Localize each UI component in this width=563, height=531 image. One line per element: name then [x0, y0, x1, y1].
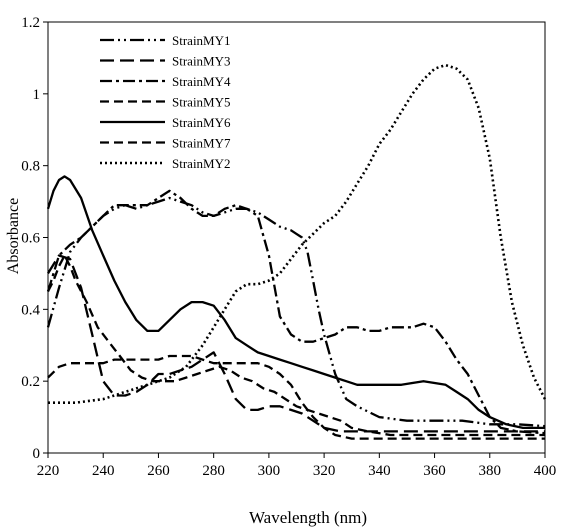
x-tick-label: 400 — [534, 463, 557, 479]
legend: StrainMY1 StrainMY3 StrainMY4 StrainMY5 Stra… — [100, 33, 231, 171]
axes: 220 240 260 280 300 320 340 360 380 400 0 0.2 0.4 0.6… — [21, 15, 556, 479]
legend-label: StrainMY1 — [172, 33, 231, 48]
legend-label: StrainMY7 — [172, 136, 231, 151]
x-tick-label: 260 — [147, 463, 170, 479]
x-tick-label: 340 — [368, 463, 391, 479]
series-line-strainmy4 — [46, 189, 546, 435]
series-line-strainmy7 — [46, 254, 545, 437]
x-tick-label: 220 — [37, 463, 60, 479]
y-tick-label: 1 — [33, 87, 41, 103]
x-tick-label: 300 — [258, 463, 281, 479]
x-tick-label: 280 — [202, 463, 225, 479]
y-tick-label: 0.2 — [21, 374, 40, 390]
legend-label: StrainMY4 — [172, 74, 231, 89]
plot-frame — [47, 21, 546, 454]
series-layer — [46, 63, 547, 440]
x-tick-label: 360 — [423, 463, 446, 479]
legend-label: StrainMY2 — [172, 156, 231, 171]
y-tick-label: 0.4 — [21, 302, 40, 318]
legend-label: StrainMY5 — [172, 95, 231, 110]
series-line-strainmy5 — [47, 354, 545, 440]
y-tick-label: 0.8 — [21, 159, 40, 175]
series-line-strainmy6 — [46, 175, 545, 430]
series-line-strainmy1 — [46, 196, 546, 428]
x-axis-label: Wavelength (nm) — [249, 508, 367, 527]
y-tick-label: 0.6 — [21, 231, 40, 247]
x-tick-label: 240 — [92, 463, 115, 479]
legend-label: StrainMY6 — [172, 115, 231, 130]
series-line-strainmy3 — [47, 254, 545, 433]
x-tick-label: 320 — [313, 463, 336, 479]
y-tick-label: 0 — [33, 446, 41, 462]
legend-label: StrainMY3 — [172, 54, 231, 69]
x-tick-label: 380 — [479, 463, 502, 479]
y-axis-label: Absorbance — [5, 198, 22, 274]
y-tick-label: 1.2 — [21, 15, 40, 31]
